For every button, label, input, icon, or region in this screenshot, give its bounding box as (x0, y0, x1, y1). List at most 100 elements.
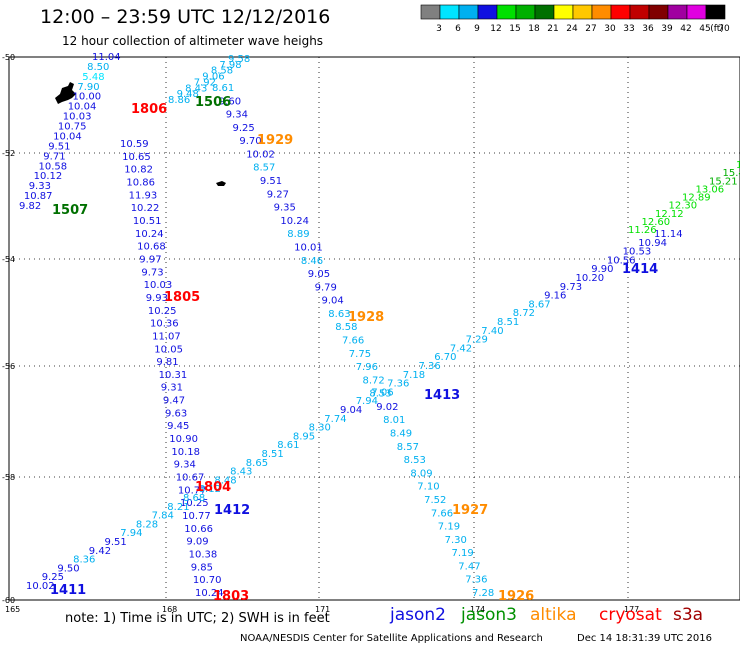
wave-height-value: 9.79 (315, 282, 337, 293)
colorbar-tick-label: 12 (490, 24, 501, 34)
wave-height-value: 10.24 (195, 588, 224, 599)
wave-height-value: 9.73 (560, 282, 582, 293)
wave-height-value: 9.97 (139, 255, 161, 266)
pass-time-label: 1928 (348, 310, 384, 325)
wave-height-value: 10.82 (124, 165, 153, 176)
pass-time-label: 1411 (50, 583, 86, 598)
wave-height-value: 10.24 (135, 229, 164, 240)
wave-height-value: 11.07 (152, 331, 181, 342)
wave-height-value: 8.51 (262, 449, 284, 460)
wave-height-value: 9.34 (226, 110, 248, 121)
wave-height-value: 7.90 (77, 82, 99, 93)
wave-height-value: 10.31 (159, 370, 188, 381)
wave-height-value: 9.09 (186, 537, 208, 548)
colorbar-tick-label: 36 (642, 24, 654, 34)
wave-height-value: 9.05 (308, 269, 330, 280)
wave-height-value: 8.21 (167, 502, 189, 513)
wave-height-value: 9.90 (591, 264, 613, 275)
wave-height-value: 8.49 (390, 429, 412, 440)
wave-height-value: 10.86 (126, 178, 155, 189)
wave-height-value: 7.30 (445, 535, 467, 546)
colorbar-tick-label: 3 (436, 24, 442, 34)
wave-height-value: 10.36 (150, 319, 179, 330)
pass-time-label: 1506 (195, 95, 231, 110)
wave-height-value: 10.56 (607, 255, 636, 266)
generation-timestamp: Dec 14 18:31:39 UTC 2016 (577, 633, 712, 644)
wave-height-value: 9.51 (48, 141, 70, 152)
wave-height-value: 10.66 (184, 524, 213, 535)
wave-height-value: 7.94 (120, 528, 142, 539)
latitude-label: -54 (2, 255, 15, 264)
latitude-label: -50 (2, 53, 15, 62)
wave-height-value: 10.58 (39, 161, 68, 172)
wave-height-value: 11.04 (92, 52, 121, 63)
wave-height-value: 8.48 (214, 475, 236, 486)
wave-height-value: 10.51 (133, 216, 162, 227)
wave-height-value: 8.72 (363, 375, 385, 386)
wave-height-value: 10.20 (576, 273, 605, 284)
colorbar-swatch (705, 4, 726, 20)
wave-height-value: 9.02 (376, 402, 398, 413)
pass-time-label: 1806 (131, 102, 167, 117)
pass-time-label: 1414 (622, 262, 658, 277)
wave-height-value: 8.51 (497, 317, 519, 328)
wave-height-value: 10.04 (53, 132, 82, 143)
wave-height-value: 12.89 (682, 193, 711, 204)
wave-height-value: 7.96 (356, 362, 378, 373)
wave-height-value: 10.77 (178, 485, 207, 496)
wave-height-value: 8.58 (211, 66, 233, 77)
wave-height-value: 10.67 (176, 473, 205, 484)
colorbar-tick-label: 33 (623, 24, 634, 34)
wave-height-value: 7.66 (342, 336, 364, 347)
wave-height-value: 7.06 (371, 387, 393, 398)
wave-height-value: 7.92 (194, 77, 216, 88)
pass-time-label: 1927 (452, 503, 488, 518)
wave-height-colorbar: 3 6 9 12 15 18 21 24 27 30 33 36 39 42 45 70(ft) (420, 4, 730, 34)
map-title: 12:00 – 23:59 UTC 12/12/2016 (40, 6, 331, 28)
wave-height-value: 9.25 (233, 123, 255, 134)
wave-height-value: 8.57 (253, 163, 275, 174)
wave-height-value: 9.51 (105, 537, 127, 548)
wave-height-value: 9.82 (19, 201, 41, 212)
wave-height-value: 7.84 (152, 511, 174, 522)
wave-height-value: 10.18 (171, 447, 200, 458)
wave-height-value: 12.12 (655, 209, 684, 220)
wave-height-value: 12.60 (642, 217, 671, 228)
wave-height-value: 10.75 (58, 122, 87, 133)
colorbar-tick-label: 9 (474, 24, 480, 34)
colorbar-tick-label: 42 (680, 24, 691, 34)
pass-time-label: 1413 (424, 388, 460, 403)
colorbar-tick-label: 30 (604, 24, 616, 34)
wave-height-value: 10.01 (294, 243, 323, 254)
wave-height-value: 11.14 (654, 229, 683, 240)
wave-height-value: 7.40 (481, 326, 503, 337)
latitude-label: -56 (2, 362, 15, 371)
pass-time-label: 1929 (257, 133, 293, 148)
pass-time-label: 1926 (498, 589, 534, 604)
wave-height-value: 11.93 (129, 190, 158, 201)
legend-altika: altika (530, 605, 577, 625)
wave-height-value: 10.03 (144, 280, 173, 291)
credit-line: NOAA/NESDIS Center for Satellite Applica… (240, 633, 543, 644)
wave-height-value: 14. (736, 160, 740, 171)
wave-height-value: 8.67 (528, 299, 550, 310)
wave-height-value: 12.30 (669, 201, 698, 212)
legend-jason3: jason3 (461, 605, 517, 625)
legend-s3a: s3a (673, 605, 704, 625)
wave-height-value: 9.16 (544, 291, 566, 302)
wave-height-value: 8.09 (410, 468, 432, 479)
wave-height-value: 7.29 (466, 335, 488, 346)
wave-height-value: 10.53 (623, 247, 652, 258)
longitude-label: 165 (5, 605, 20, 614)
colorbar-tick-label: 24 (566, 24, 578, 34)
islet-icon (216, 181, 226, 186)
wave-height-value: 9.93 (146, 293, 168, 304)
wave-height-value: 7.10 (417, 482, 439, 493)
colorbar-tick-label: 6 (455, 24, 461, 34)
wave-height-value: 10.12 (34, 171, 63, 182)
wave-height-value: 8.43 (185, 83, 207, 94)
wave-height-value: 8.53 (404, 455, 426, 466)
colorbar-tick-label: 70 (718, 24, 730, 34)
longitude-label: 177 (624, 605, 639, 614)
